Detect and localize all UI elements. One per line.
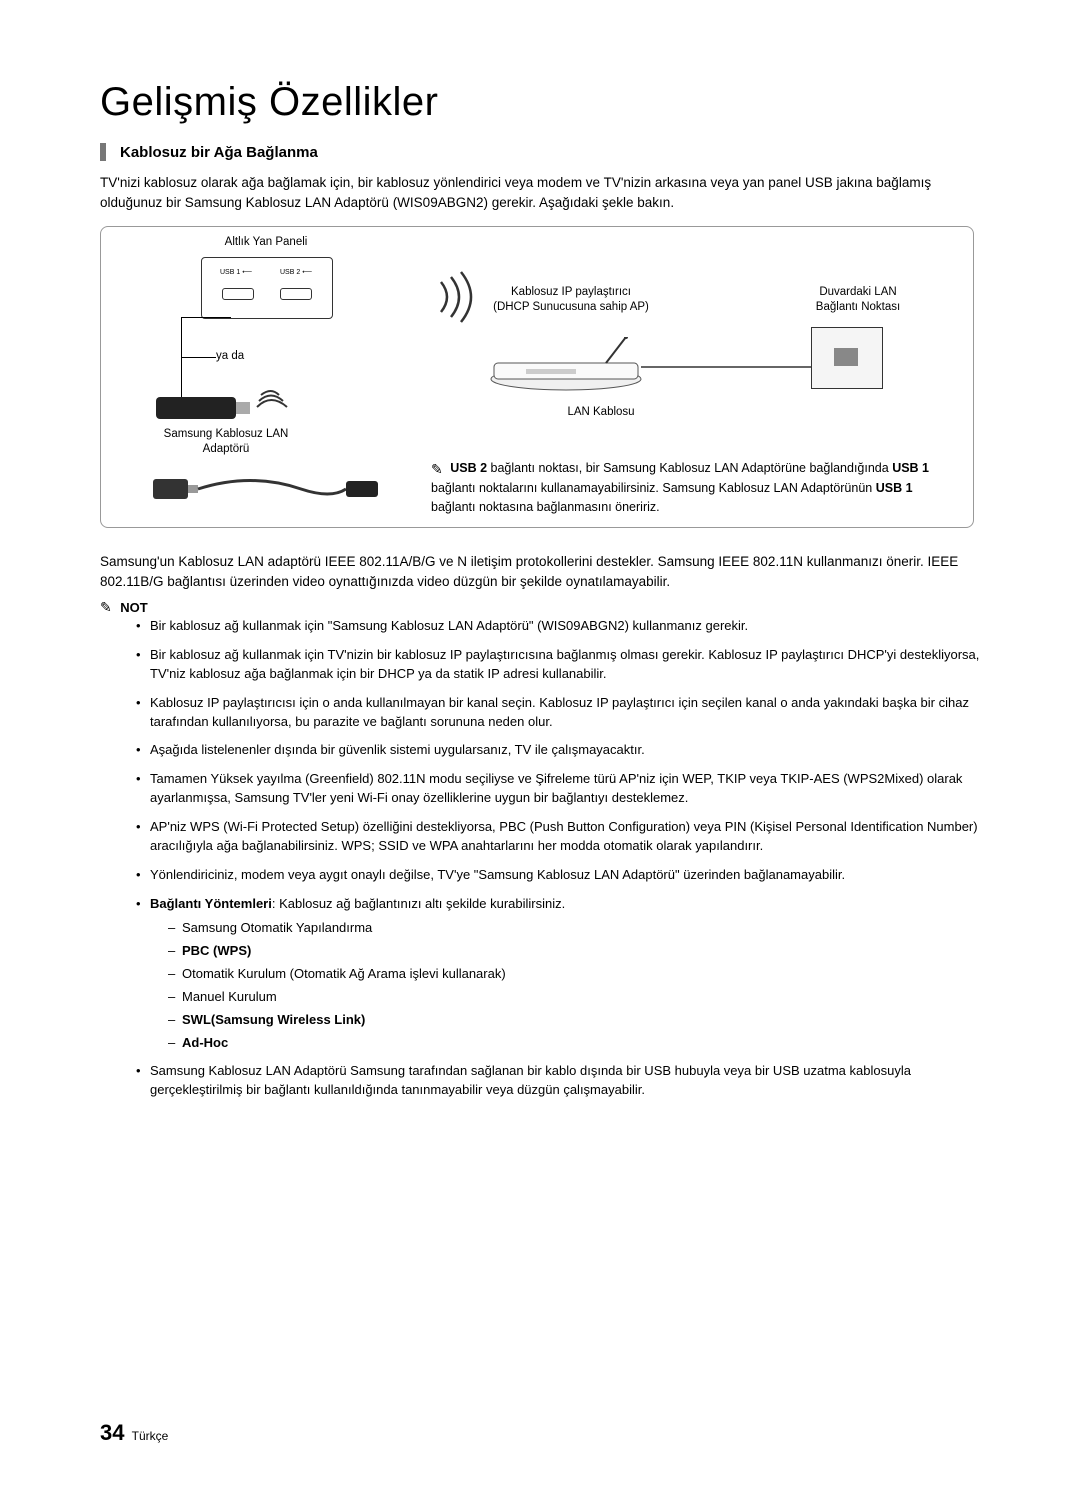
- wall-label-line2: Bağlantı Noktası: [816, 301, 900, 313]
- notes-list: Bir kablosuz ağ kullanmak için "Samsung …: [100, 617, 980, 1100]
- list-item: Yönlendiriciniz, modem veya aygıt onaylı…: [136, 866, 980, 885]
- list-item: Bir kablosuz ağ kullanmak için "Samsung …: [136, 617, 980, 636]
- note-mid2: bağlantı noktalarını kullanamayabilirsin…: [431, 481, 876, 495]
- usb-extender-icon: [151, 467, 381, 512]
- usb1-label: USB 1 ⟵: [220, 268, 252, 276]
- wall-jack-label: Duvardaki LAN Bağlantı Noktası: [783, 285, 933, 315]
- lan-cable-icon: [641, 357, 811, 377]
- document-page: Gelişmiş Özellikler Kablosuz bir Ağa Bağ…: [0, 0, 1080, 1494]
- page-title: Gelişmiş Özellikler: [100, 80, 980, 125]
- sub-item: Otomatik Kurulum (Otomatik Ağ Arama işle…: [168, 965, 980, 984]
- adapter-label: Samsung Kablosuz LAN Adaptörü: [151, 427, 301, 457]
- method-0: Samsung Otomatik Yapılandırma: [182, 920, 372, 935]
- page-number: 34: [100, 1420, 124, 1445]
- list-item: Tamamen Yüksek yayılma (Greenfield) 802.…: [136, 770, 980, 808]
- sub-item: PBC (WPS): [168, 942, 980, 961]
- sub-item: Samsung Otomatik Yapılandırma: [168, 919, 980, 938]
- adapter-icon: [151, 387, 311, 427]
- note-icon: ✎: [100, 599, 112, 616]
- methods-suffix: : Kablosuz ağ bağlantınızı altı şekilde …: [272, 896, 565, 911]
- wireless-diagram: Altlık Yan Paneli USB 1 ⟵ USB 2 ⟵ ya da …: [100, 226, 974, 528]
- note-usb2: USB 2: [450, 461, 487, 475]
- router-icon: [486, 337, 646, 392]
- section-title: Kablosuz bir Ağa Bağlanma: [120, 144, 318, 161]
- methods-label: Bağlantı Yöntemleri: [150, 896, 272, 911]
- list-item-methods: Bağlantı Yöntemleri: Kablosuz ağ bağlant…: [136, 895, 980, 1053]
- router-label-line2: (DHCP Sunucusuna sahip AP): [493, 301, 649, 313]
- note-usb1-b: USB 1: [876, 481, 913, 495]
- note-mid1: bağlantı noktası, bir Samsung Kablosuz L…: [487, 461, 892, 475]
- sub-item: Ad-Hoc: [168, 1034, 980, 1053]
- list-item: AP'niz WPS (Wi-Fi Protected Setup) özell…: [136, 818, 980, 856]
- section-bar-icon: [100, 143, 106, 161]
- note-usb1-a: USB 1: [892, 461, 929, 475]
- connector-line-top-icon: [181, 317, 231, 318]
- or-label: ya da: [216, 349, 244, 364]
- post-diagram-paragraph: Samsung'un Kablosuz LAN adaptörü IEEE 80…: [100, 552, 980, 591]
- list-item: Aşağıda listelenenler dışında bir güvenl…: [136, 741, 980, 760]
- usb-panel-icon: USB 1 ⟵ USB 2 ⟵: [201, 257, 333, 319]
- router-label: Kablosuz IP paylaştırıcı (DHCP Sunucusun…: [461, 285, 681, 315]
- panel-label: Altlık Yan Paneli: [211, 235, 321, 250]
- wall-jack-icon: [811, 327, 883, 389]
- page-footer: 34 Türkçe: [100, 1420, 168, 1446]
- lan-cable-label: LAN Kablosu: [541, 405, 661, 420]
- section-header: Kablosuz bir Ağa Bağlanma: [100, 143, 980, 161]
- method-2: Otomatik Kurulum (Otomatik Ağ Arama işle…: [182, 966, 506, 981]
- methods-sublist: Samsung Otomatik Yapılandırma PBC (WPS) …: [150, 919, 980, 1052]
- usb2-label: USB 2 ⟵: [280, 268, 312, 276]
- intro-paragraph: TV'nizi kablosuz olarak ağa bağlamak içi…: [100, 173, 980, 212]
- connector-line-icon: [181, 317, 182, 337]
- router-label-line1: Kablosuz IP paylaştırıcı: [511, 286, 631, 298]
- method-1: PBC (WPS): [182, 943, 251, 958]
- sub-item: SWL(Samsung Wireless Link): [168, 1011, 980, 1030]
- method-5: Ad-Hoc: [182, 1035, 228, 1050]
- list-item: Bir kablosuz ağ kullanmak için TV'nizin …: [136, 646, 980, 684]
- list-item: Kablosuz IP paylaştırıcısı için o anda k…: [136, 694, 980, 732]
- method-3: Manuel Kurulum: [182, 989, 277, 1004]
- note-end: bağlantı noktasına bağlanmasını öneririz…: [431, 500, 660, 514]
- not-block: ✎ NOT: [100, 599, 980, 617]
- wall-label-line1: Duvardaki LAN: [819, 286, 896, 298]
- not-heading: NOT: [120, 600, 147, 615]
- page-language: Türkçe: [132, 1429, 169, 1443]
- sub-item: Manuel Kurulum: [168, 988, 980, 1007]
- method-4: SWL(Samsung Wireless Link): [182, 1012, 365, 1027]
- diagram-note: ✎ USB 2 bağlantı noktası, bir Samsung Ka…: [431, 459, 953, 516]
- list-item: Samsung Kablosuz LAN Adaptörü Samsung ta…: [136, 1062, 980, 1100]
- or-line2-icon: [181, 357, 216, 358]
- note-icon: ✎: [431, 459, 443, 479]
